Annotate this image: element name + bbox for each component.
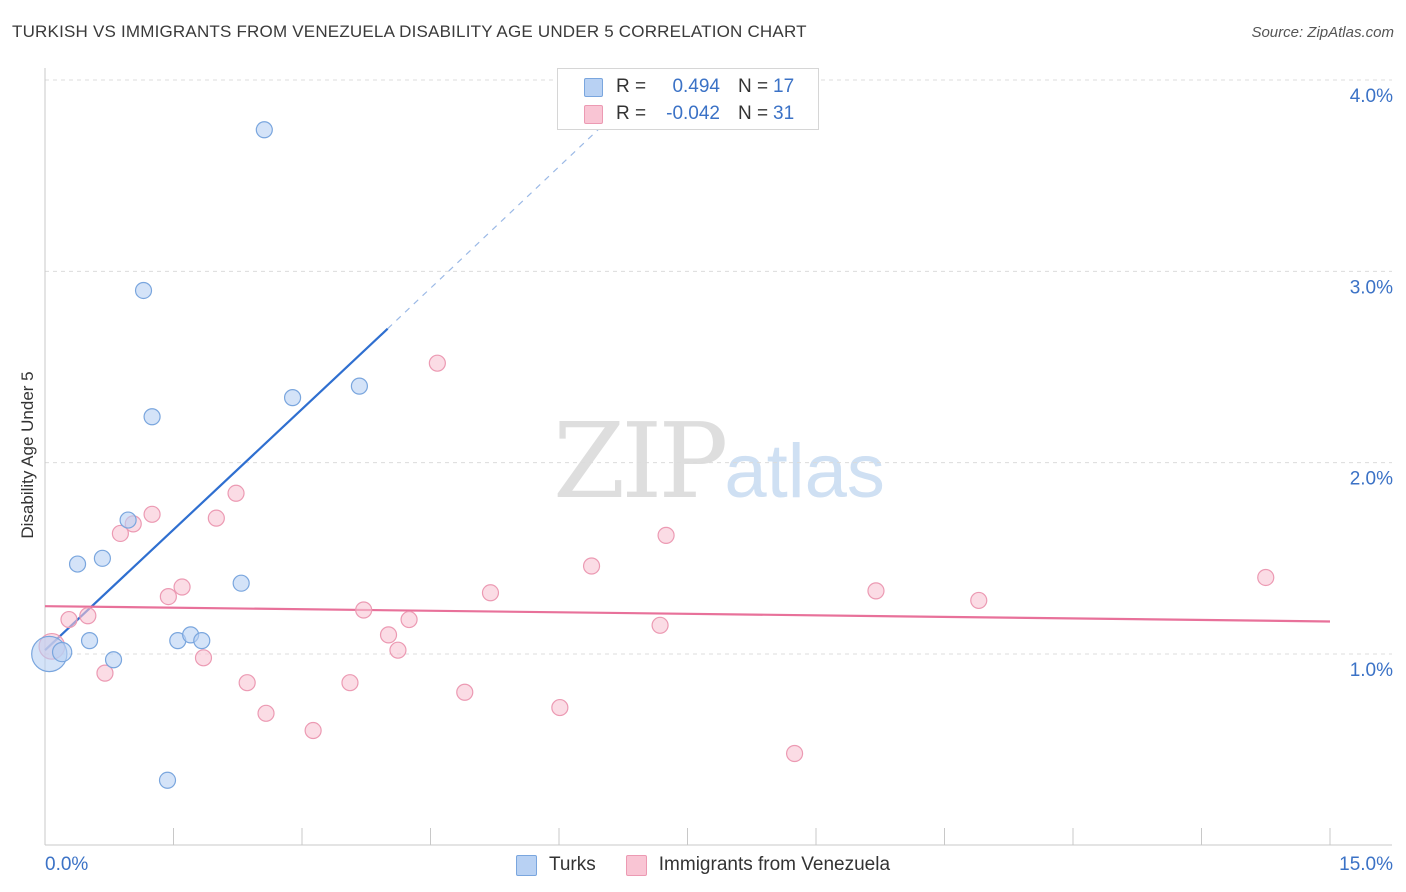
turks-point: [51, 641, 73, 663]
venezuela-legend-icon: [625, 854, 647, 876]
venezuela-point: [785, 744, 804, 763]
point-layer: [31, 121, 1275, 789]
turks-point: [255, 121, 273, 139]
venezuela-point: [79, 607, 97, 625]
chart-title: TURKISH VS IMMIGRANTS FROM VENEZUELA DIS…: [12, 22, 807, 41]
grid-layer: [45, 79, 1392, 655]
y-tick-label: 1.0%: [1350, 660, 1393, 681]
legend-label-venezuela: Immigrants from Venezuela: [658, 854, 891, 875]
r-label: R =: [616, 76, 647, 97]
turks-point: [350, 377, 368, 395]
axis-layer: [44, 68, 1392, 846]
venezuela-point: [551, 698, 569, 717]
venezuela-point: [651, 616, 669, 634]
r-value: 0.494: [672, 76, 720, 97]
legend-row-turks: R = 0.494 N = 17: [558, 75, 818, 101]
venezuela-point: [400, 610, 418, 629]
x-tick-label: 15.0%: [1339, 854, 1393, 875]
venezuela-point: [207, 509, 225, 527]
x-tick-label: 0.0%: [45, 854, 88, 875]
correlation-legend: R = 0.494 N = 17 R = -0.042 N = 31: [557, 68, 819, 130]
n-value: 31: [773, 103, 795, 124]
turks-point: [68, 555, 87, 573]
series-legend: Turks Immigrants from Venezuela: [0, 852, 1406, 878]
venezuela-point: [60, 610, 78, 629]
venezuela-point: [257, 704, 275, 722]
venezuela-point: [143, 505, 161, 523]
venezuela-point: [481, 584, 500, 602]
venezuela-point: [173, 578, 191, 596]
venezuela-point: [159, 587, 177, 606]
turks-point: [134, 281, 153, 300]
turks-trend-line: [44, 327, 389, 651]
turks-point: [283, 389, 302, 407]
legend-row-venezuela: R = -0.042 N = 31: [558, 102, 818, 128]
source-label: Source: ZipAtlas.com: [1251, 24, 1394, 41]
venezuela-point: [389, 641, 407, 659]
venezuela-point: [238, 674, 256, 692]
venezuela-point: [428, 354, 446, 372]
venezuela-point: [657, 526, 675, 544]
legend-item-turks[interactable]: Turks: [515, 854, 596, 876]
turks-swatch-icon: [584, 78, 603, 97]
venezuela-swatch-icon: [584, 105, 603, 124]
n-label: N =: [738, 76, 769, 97]
venezuela-point: [1257, 568, 1275, 587]
venezuela-point: [304, 721, 322, 740]
turks-point: [193, 632, 211, 650]
turks-point: [104, 651, 123, 669]
turks-point: [158, 771, 177, 789]
legend-item-venezuela[interactable]: Immigrants from Venezuela: [625, 854, 891, 876]
venezuela-trend-line: [44, 605, 1331, 623]
y-tick-label: 3.0%: [1350, 277, 1393, 298]
watermark-zip: ZIP: [553, 400, 728, 522]
turks-point: [80, 632, 99, 650]
venezuela-point: [970, 591, 988, 610]
venezuela-point: [456, 683, 474, 701]
turks-point: [119, 511, 137, 529]
venezuela-point: [867, 582, 885, 600]
legend-label-turks: Turks: [548, 854, 596, 875]
venezuela-point: [341, 674, 359, 692]
label-layer: 1.0% 2.0% 3.0% 4.0% 0.0% 15.0%: [45, 86, 1393, 875]
turks-point: [93, 549, 111, 567]
n-value: 17: [773, 76, 795, 97]
watermark-atlas: atlas: [724, 429, 885, 514]
turks-legend-icon: [515, 854, 537, 876]
venezuela-point: [379, 626, 398, 644]
watermark: ZIPatlas: [553, 400, 885, 522]
venezuela-point: [96, 664, 114, 682]
venezuela-point: [194, 649, 213, 667]
venezuela-point: [582, 557, 601, 575]
r-value: -0.042: [666, 103, 720, 124]
y-tick-label: 4.0%: [1350, 86, 1393, 107]
turks-trend-extension: [387, 121, 607, 330]
trend-layer: [44, 121, 1331, 651]
n-label: N =: [738, 103, 769, 124]
venezuela-point: [355, 601, 373, 619]
y-tick-label: 2.0%: [1350, 469, 1393, 490]
venezuela-point: [111, 524, 129, 543]
r-label: R =: [616, 103, 647, 124]
venezuela-point: [227, 484, 245, 502]
turks-point: [232, 574, 250, 592]
turks-point: [143, 408, 161, 426]
